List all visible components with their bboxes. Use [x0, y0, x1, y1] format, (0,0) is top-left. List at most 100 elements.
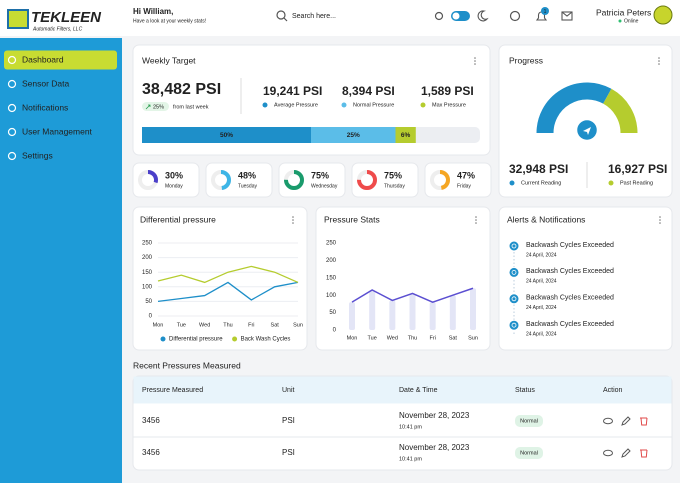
view-icon[interactable] [603, 449, 613, 457]
y-tick-label: 50 [329, 310, 336, 316]
alert-date: 24 April, 2024 [526, 305, 557, 311]
change-badge [142, 102, 169, 111]
nav-icon [7, 79, 17, 89]
nav-item: Sensor Data [22, 78, 70, 88]
menu-dot[interactable] [474, 60, 476, 62]
user-status: Online [624, 18, 639, 24]
menu-dot[interactable] [659, 222, 661, 224]
cell: 3456 [142, 448, 160, 457]
cell: 3456 [142, 416, 160, 425]
palette-icon[interactable] [509, 10, 521, 22]
progress-segment [395, 127, 416, 143]
alert-icon [508, 240, 520, 252]
column-header: Action [603, 387, 623, 394]
x-tick-label: Thu [223, 322, 232, 328]
progress-label: 50% [220, 132, 233, 139]
menu-dot[interactable] [475, 222, 477, 224]
edit-icon[interactable] [621, 448, 631, 458]
logo-mark [7, 9, 29, 29]
bar [369, 289, 376, 330]
donut-arc [430, 170, 450, 190]
table-header [133, 376, 672, 404]
menu-dot[interactable] [292, 222, 294, 224]
card-title: Pressure Stats [324, 214, 380, 224]
nav-item: Settings [22, 150, 53, 160]
stat-dot [262, 102, 268, 108]
donut-arc [357, 170, 377, 190]
cell: November 28, 2023 [399, 443, 470, 452]
donut-day: Wednesday [311, 183, 338, 189]
stat-dot [341, 102, 347, 108]
avatar[interactable] [653, 5, 673, 25]
reading-dot [509, 180, 515, 186]
sun-icon [434, 11, 444, 21]
alert-date: 24 April, 2024 [526, 279, 557, 285]
search-icon [283, 17, 288, 22]
alerts-card [498, 206, 673, 351]
view-icon[interactable] [603, 417, 613, 425]
menu-dot[interactable] [658, 63, 660, 65]
x-tick-label: Fri [248, 322, 254, 328]
y-tick-label: 150 [142, 270, 153, 276]
gauge-arc [602, 88, 638, 134]
line-series [157, 281, 299, 303]
greeting-sub: Have a look at your weekly stats! [133, 18, 206, 24]
change-note: from last week [173, 104, 209, 110]
bar [449, 295, 456, 330]
menu-dot[interactable] [292, 216, 294, 218]
delete-icon[interactable] [640, 449, 648, 458]
alert-icon-inner [511, 322, 517, 328]
card-title: Alerts & Notifications [507, 214, 585, 224]
nav-item: Dashboard [22, 54, 64, 64]
mail-icon[interactable] [561, 11, 573, 21]
menu-dot[interactable] [475, 219, 477, 221]
nav-active [4, 50, 117, 70]
menu-dot[interactable] [474, 63, 476, 65]
edit-icon[interactable] [621, 416, 631, 426]
stat-value: 19,241 PSI [263, 84, 322, 98]
legend-label: Differential pressure [169, 337, 223, 343]
reading-label: Past Reading [620, 180, 653, 186]
y-tick-label: 200 [142, 255, 153, 261]
notification-badge [541, 7, 549, 15]
donut-day: Thursday [384, 183, 405, 189]
menu-dot[interactable] [658, 60, 660, 62]
donut-arc [211, 170, 231, 190]
alert-icon-inner [511, 296, 517, 302]
x-tick-label: Sun [293, 322, 303, 328]
cell: PSI [282, 416, 295, 425]
alert-icon-inner [511, 269, 517, 275]
y-tick-label: 200 [326, 258, 337, 264]
menu-dot[interactable] [292, 219, 294, 221]
menu-dot[interactable] [659, 216, 661, 218]
alert-icon [508, 266, 520, 278]
menu-dot[interactable] [475, 216, 477, 218]
menu-dot[interactable] [659, 219, 661, 221]
alert-text: Backwash Cycles Exceeded [526, 321, 614, 328]
cell: 10:41 pm [399, 456, 422, 462]
reading-value: 32,948 PSI [509, 162, 568, 176]
alert-text: Backwash Cycles Exceeded [526, 242, 614, 249]
status-badge [515, 447, 543, 459]
y-tick-label: 150 [326, 275, 337, 281]
status: Normal [520, 450, 538, 456]
table-title: Recent Pressures Measured [133, 360, 241, 370]
change-value: 25% [153, 104, 164, 110]
sidebar [0, 38, 122, 483]
menu-dot[interactable] [658, 57, 660, 59]
donut-value: 30% [165, 170, 183, 180]
progress-segment [311, 127, 396, 143]
menu-dot[interactable] [474, 57, 476, 59]
reading-label: Current Reading [521, 180, 561, 186]
x-tick-label: Mon [347, 335, 358, 341]
delete-icon[interactable] [640, 417, 648, 426]
x-tick-label: Wed [199, 322, 210, 328]
bar [429, 302, 436, 330]
differential-card [132, 206, 308, 351]
status-dot [618, 19, 622, 23]
card-title: Weekly Target [142, 55, 196, 65]
change-arrow [145, 104, 151, 110]
x-tick-label: Wed [387, 335, 398, 341]
x-tick-label: Fri [429, 335, 435, 341]
